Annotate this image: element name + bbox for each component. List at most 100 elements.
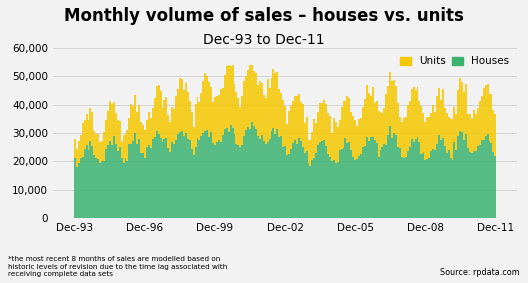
Bar	[403, 117, 405, 158]
Bar	[461, 82, 463, 132]
Bar	[282, 100, 284, 147]
Bar	[401, 122, 403, 157]
Bar	[388, 135, 389, 218]
Bar	[247, 127, 249, 218]
Bar	[80, 158, 82, 218]
Bar	[440, 100, 442, 140]
Bar	[142, 153, 144, 218]
Bar	[446, 153, 448, 218]
Bar	[321, 141, 323, 218]
Bar	[488, 95, 491, 141]
Bar	[372, 87, 374, 137]
Bar	[420, 154, 422, 218]
Bar	[74, 158, 76, 218]
Bar	[493, 152, 494, 218]
Bar	[275, 134, 276, 218]
Bar	[493, 110, 494, 152]
Bar	[210, 132, 212, 218]
Bar	[78, 141, 80, 164]
Bar	[144, 158, 146, 218]
Bar	[152, 108, 154, 139]
Bar	[97, 134, 99, 159]
Bar	[122, 163, 125, 218]
Bar	[278, 89, 280, 138]
Bar	[381, 113, 383, 147]
Bar	[169, 152, 171, 218]
Bar	[263, 141, 265, 218]
Bar	[306, 151, 307, 218]
Bar	[475, 114, 477, 151]
Bar	[335, 163, 337, 218]
Bar	[189, 102, 191, 140]
Bar	[414, 139, 417, 218]
Bar	[323, 140, 325, 218]
Bar	[120, 142, 122, 158]
Bar	[426, 159, 428, 218]
Bar	[162, 108, 164, 142]
Bar	[352, 116, 354, 157]
Bar	[253, 126, 255, 218]
Bar	[206, 76, 208, 130]
Bar	[333, 118, 335, 160]
Bar	[442, 89, 444, 138]
Bar	[130, 104, 133, 144]
Bar	[165, 97, 167, 138]
Bar	[232, 65, 233, 128]
Bar	[272, 128, 275, 218]
Bar	[222, 88, 224, 136]
Bar	[117, 120, 119, 151]
Bar	[338, 120, 341, 150]
Bar	[171, 142, 173, 218]
Bar	[230, 125, 232, 218]
Bar	[115, 144, 117, 218]
Bar	[300, 102, 301, 141]
Bar	[150, 148, 152, 218]
Bar	[446, 113, 448, 153]
Bar	[414, 90, 417, 139]
Bar	[99, 142, 101, 163]
Bar	[292, 101, 294, 143]
Bar	[288, 111, 290, 154]
Bar	[451, 119, 454, 160]
Bar	[321, 103, 323, 141]
Bar	[304, 153, 306, 218]
Bar	[164, 100, 165, 140]
Bar	[380, 150, 381, 218]
Bar	[128, 144, 130, 218]
Bar	[428, 158, 430, 218]
Bar	[238, 145, 239, 218]
Bar	[265, 98, 267, 144]
Bar	[405, 157, 407, 218]
Bar	[88, 150, 89, 218]
Bar	[309, 140, 312, 166]
Bar	[127, 161, 128, 218]
Bar	[243, 136, 245, 218]
Bar	[407, 105, 409, 151]
Bar	[230, 67, 232, 125]
Bar	[238, 98, 239, 145]
Bar	[80, 135, 82, 158]
Bar	[356, 159, 358, 218]
Bar	[473, 151, 475, 218]
Bar	[105, 120, 107, 149]
Bar	[348, 98, 351, 142]
Bar	[179, 78, 181, 132]
Bar	[360, 154, 362, 218]
Bar	[432, 104, 434, 149]
Bar	[120, 158, 122, 218]
Bar	[344, 138, 346, 218]
Bar	[399, 117, 401, 148]
Bar	[338, 150, 341, 218]
Bar	[477, 108, 479, 146]
Bar	[253, 70, 255, 126]
Bar	[208, 137, 210, 218]
Bar	[301, 147, 304, 218]
Text: *the most recent 8 months of sales are modelled based on
historic levels of revi: *the most recent 8 months of sales are m…	[8, 256, 227, 277]
Bar	[249, 65, 251, 129]
Bar	[362, 147, 364, 218]
Bar	[214, 145, 216, 218]
Bar	[91, 146, 93, 218]
Bar	[477, 146, 479, 218]
Bar	[456, 114, 457, 150]
Bar	[133, 141, 134, 218]
